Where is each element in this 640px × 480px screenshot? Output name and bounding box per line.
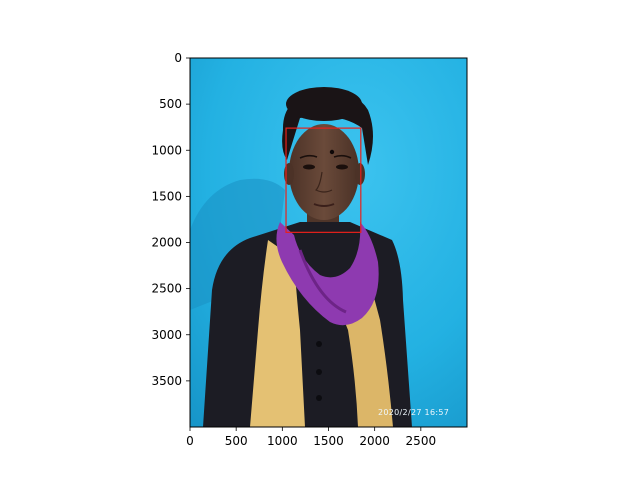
- x-tick-label: 1000: [267, 434, 298, 448]
- x-axis: 0 500 1000 1500 2000 2500: [186, 427, 436, 448]
- y-tick-label: 2000: [151, 236, 182, 250]
- shirt-button: [316, 369, 322, 375]
- y-tick-label: 3000: [151, 328, 182, 342]
- bindi: [330, 150, 334, 154]
- hair-top: [286, 87, 362, 121]
- shirt-button: [316, 341, 322, 347]
- timestamp-overlay: 2020/2/27 16:57: [378, 408, 449, 417]
- x-tick-label: 2000: [359, 434, 390, 448]
- y-tick-label: 0: [174, 51, 182, 65]
- right-ear: [355, 163, 365, 185]
- shirt-button: [316, 395, 322, 401]
- right-eye: [336, 165, 348, 170]
- x-tick-label: 2500: [406, 434, 437, 448]
- photo-image: 2020/2/27 16:57: [190, 58, 467, 427]
- y-tick-label: 1000: [151, 143, 182, 157]
- y-tick-label: 2500: [151, 282, 182, 296]
- y-tick-label: 3500: [151, 374, 182, 388]
- x-tick-label: 1500: [313, 434, 344, 448]
- y-axis: 0 500 1000 1500 2000 2500 3000 3500: [151, 51, 190, 388]
- x-tick-label: 500: [225, 434, 248, 448]
- left-eye: [303, 165, 315, 170]
- x-tick-label: 0: [186, 434, 194, 448]
- y-tick-label: 500: [159, 97, 182, 111]
- y-tick-label: 1500: [151, 189, 182, 203]
